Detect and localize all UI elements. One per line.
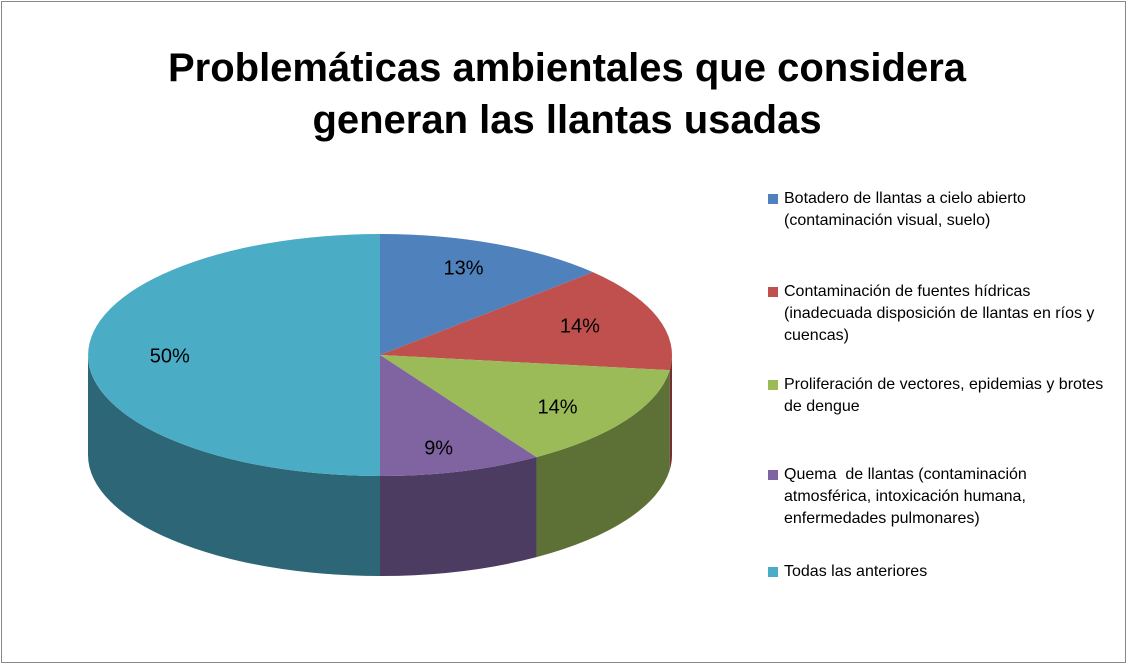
data-label: 9%	[424, 437, 453, 459]
pie-slice	[380, 355, 537, 476]
legend-swatch	[768, 470, 778, 480]
legend-label: Quema de llantas (contaminación atmosfér…	[784, 466, 1032, 527]
pie-slice	[380, 272, 672, 371]
data-label: 14%	[560, 316, 600, 338]
data-label: 13%	[443, 257, 483, 279]
data-label: 50%	[150, 345, 190, 367]
pie-slice	[88, 234, 380, 476]
pie-side	[536, 370, 670, 558]
legend-label: Botadero de llantas a cielo abierto (con…	[784, 190, 1031, 229]
legend-item: Todas las anteriores	[768, 561, 1118, 583]
pie-slice	[380, 355, 670, 458]
legend-swatch	[768, 194, 778, 204]
chart-title: Problemáticas ambientales que considera …	[167, 46, 967, 142]
pie-side	[380, 457, 537, 576]
pie-slice	[380, 234, 593, 355]
legend-item: Botadero de llantas a cielo abierto (con…	[768, 188, 1118, 232]
legend-label: Proliferación de vectores, epidemias y b…	[784, 376, 1108, 415]
legend-swatch	[768, 380, 778, 390]
legend-label: Contaminación de fuentes hídricas (inade…	[784, 283, 1099, 344]
legend-item: Contaminación de fuentes hídricas (inade…	[768, 281, 1118, 347]
pie-side	[88, 355, 380, 576]
legend-item: Proliferación de vectores, epidemias y b…	[768, 374, 1118, 418]
pie-side	[669, 355, 672, 471]
legend-item: Quema de llantas (contaminación atmosfér…	[768, 464, 1118, 530]
legend-swatch	[768, 567, 778, 577]
legend-swatch	[768, 287, 778, 297]
data-label: 14%	[537, 397, 577, 419]
legend-label: Todas las anteriores	[784, 563, 928, 580]
